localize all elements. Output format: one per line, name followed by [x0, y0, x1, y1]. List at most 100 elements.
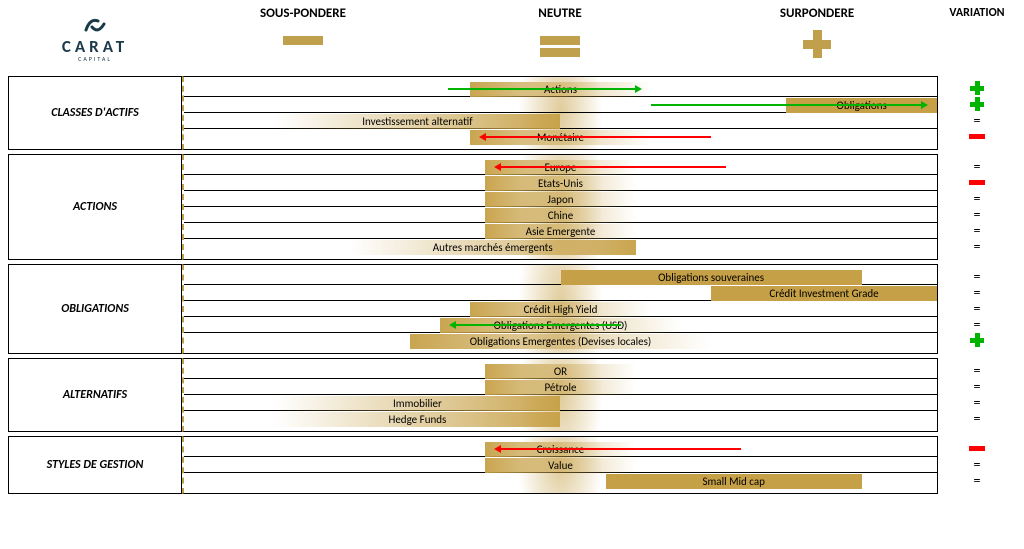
variation-equal-icon: = — [974, 394, 981, 411]
variation-plus-icon — [969, 332, 985, 348]
variation-equal-icon: = — [974, 410, 981, 427]
header-variation: VARIATION — [938, 4, 1016, 20]
variation-minus-icon — [968, 174, 986, 190]
trend-arrow-icon — [448, 88, 636, 90]
allocation-row: Chine — [184, 207, 937, 223]
allocation-bar: Small Mid cap — [606, 474, 862, 489]
allocation-bar: Monétaire — [470, 130, 651, 145]
rows-area: EuropeEtats-UnisJaponChineAsie Emergente… — [182, 154, 938, 260]
allocation-row: Japon — [184, 191, 937, 207]
variation-cell: = — [938, 112, 1016, 128]
variation-cell — [938, 174, 1016, 190]
allocation-bar: Europe — [485, 160, 636, 175]
variation-minus-icon — [968, 128, 986, 144]
allocation-bar: Hedge Funds — [274, 412, 560, 427]
allocation-bar: Pétrole — [485, 380, 636, 395]
section-title: CLASSES D'ACTIFS — [8, 76, 182, 150]
section: STYLES DE GESTIONCroissanceValueSmall Mi… — [8, 436, 1016, 494]
allocation-bar: Autres marchés émergents — [350, 240, 636, 255]
sections-container: CLASSES D'ACTIFS Actions Obligations Invest… — [8, 76, 1016, 494]
header-neutre: NEUTRE — [538, 6, 582, 21]
trend-arrow-icon — [500, 448, 741, 450]
allocation-bar: Obligations — [786, 98, 937, 113]
variation-cell — [938, 440, 1016, 456]
variation-cell: = — [938, 410, 1016, 426]
variation-cell: = — [938, 190, 1016, 206]
variation-cell: = — [938, 268, 1016, 284]
allocation-bar: Investissement alternatif — [274, 114, 560, 129]
allocation-bar: Value — [485, 458, 636, 473]
allocation-row: Obligations souveraines — [184, 269, 937, 285]
variation-equal-icon: = — [974, 300, 981, 317]
variation-cell: = — [938, 158, 1016, 174]
variation-cell — [938, 80, 1016, 96]
variation-equal-icon: = — [974, 268, 981, 285]
allocation-bar: Asie Emergente — [485, 224, 636, 239]
logo: CARAT CAPITAL — [8, 4, 182, 72]
allocation-bar: Immobilier — [274, 396, 560, 411]
variation-equal-icon: = — [974, 158, 981, 175]
variation-column: = — [938, 76, 1016, 150]
allocation-bar: OR — [485, 364, 636, 379]
allocation-row: Monétaire — [184, 129, 937, 145]
allocation-row: Immobilier — [184, 395, 937, 411]
header-surpondere: SURPONDERE — [780, 6, 854, 21]
rows-area: Actions Obligations Investissement alterna… — [182, 76, 938, 150]
allocation-row: Pétrole — [184, 379, 937, 395]
variation-equal-icon: = — [974, 238, 981, 255]
allocation-bar: Obligations Emergentes (USD) — [440, 318, 681, 333]
allocation-row: Investissement alternatif — [184, 113, 937, 129]
allocation-row: Croissance — [184, 441, 937, 457]
equal-mark-icon — [540, 36, 580, 57]
section-title: OBLIGATIONS — [8, 264, 182, 354]
variation-cell: = — [938, 300, 1016, 316]
plus-mark-icon — [803, 30, 831, 58]
variation-cell: = — [938, 222, 1016, 238]
allocation-bar: Crédit High Yield — [470, 302, 651, 317]
variation-equal-icon: = — [974, 222, 981, 239]
rows-area: CroissanceValueSmall Mid cap — [182, 436, 938, 494]
allocation-row: OR — [184, 363, 937, 379]
allocation-row: Etats-Unis — [184, 175, 937, 191]
trend-arrow-icon — [485, 136, 711, 138]
rows-area: Obligations souverainesCrédit Investment… — [182, 264, 938, 354]
allocation-bar: Obligations souveraines — [561, 270, 862, 285]
variation-equal-icon: = — [974, 316, 981, 333]
variation-cell: = — [938, 394, 1016, 410]
allocation-row: Obligations — [184, 97, 937, 113]
allocation-row: Autres marchés émergents — [184, 239, 937, 255]
section: OBLIGATIONSObligations souverainesCrédit… — [8, 264, 1016, 354]
header-row: CARAT CAPITAL SOUS-PONDERE NEUTRE SURPON… — [8, 4, 1016, 72]
variation-cell — [938, 332, 1016, 348]
variation-equal-icon: = — [974, 456, 981, 473]
variation-column: ===== — [938, 154, 1016, 260]
allocation-row: Asie Emergente — [184, 223, 937, 239]
allocation-bar: Etats-Unis — [485, 176, 636, 191]
header-sous-pondere: SOUS-PONDERE — [260, 6, 346, 21]
axis-header: SOUS-PONDERE NEUTRE SURPONDERE — [182, 4, 938, 72]
section-title: STYLES DE GESTION — [8, 436, 182, 494]
variation-cell: = — [938, 206, 1016, 222]
variation-column: ==== — [938, 358, 1016, 432]
variation-cell — [938, 128, 1016, 144]
allocation-row: Actions — [184, 81, 937, 97]
allocation-row: Obligations Emergentes (USD) — [184, 317, 937, 333]
variation-column: == — [938, 436, 1016, 494]
variation-minus-icon — [968, 440, 986, 456]
trend-arrow-icon — [651, 104, 922, 106]
variation-equal-icon: = — [974, 206, 981, 223]
section: ALTERNATIFSORPétroleImmobilierHedge Fund… — [8, 358, 1016, 432]
variation-equal-icon: = — [974, 190, 981, 207]
variation-cell: = — [938, 456, 1016, 472]
section: CLASSES D'ACTIFS Actions Obligations Invest… — [8, 76, 1016, 150]
variation-cell — [938, 96, 1016, 112]
variation-equal-icon: = — [974, 362, 981, 379]
variation-equal-icon: = — [974, 284, 981, 301]
allocation-row: Small Mid cap — [184, 473, 937, 489]
allocation-bar: Actions — [470, 82, 651, 97]
allocation-row: Crédit High Yield — [184, 301, 937, 317]
variation-cell: = — [938, 362, 1016, 378]
minus-mark-icon — [283, 36, 323, 45]
variation-column: ==== — [938, 264, 1016, 354]
section: ACTIONSEuropeEtats-UnisJaponChineAsie Em… — [8, 154, 1016, 260]
